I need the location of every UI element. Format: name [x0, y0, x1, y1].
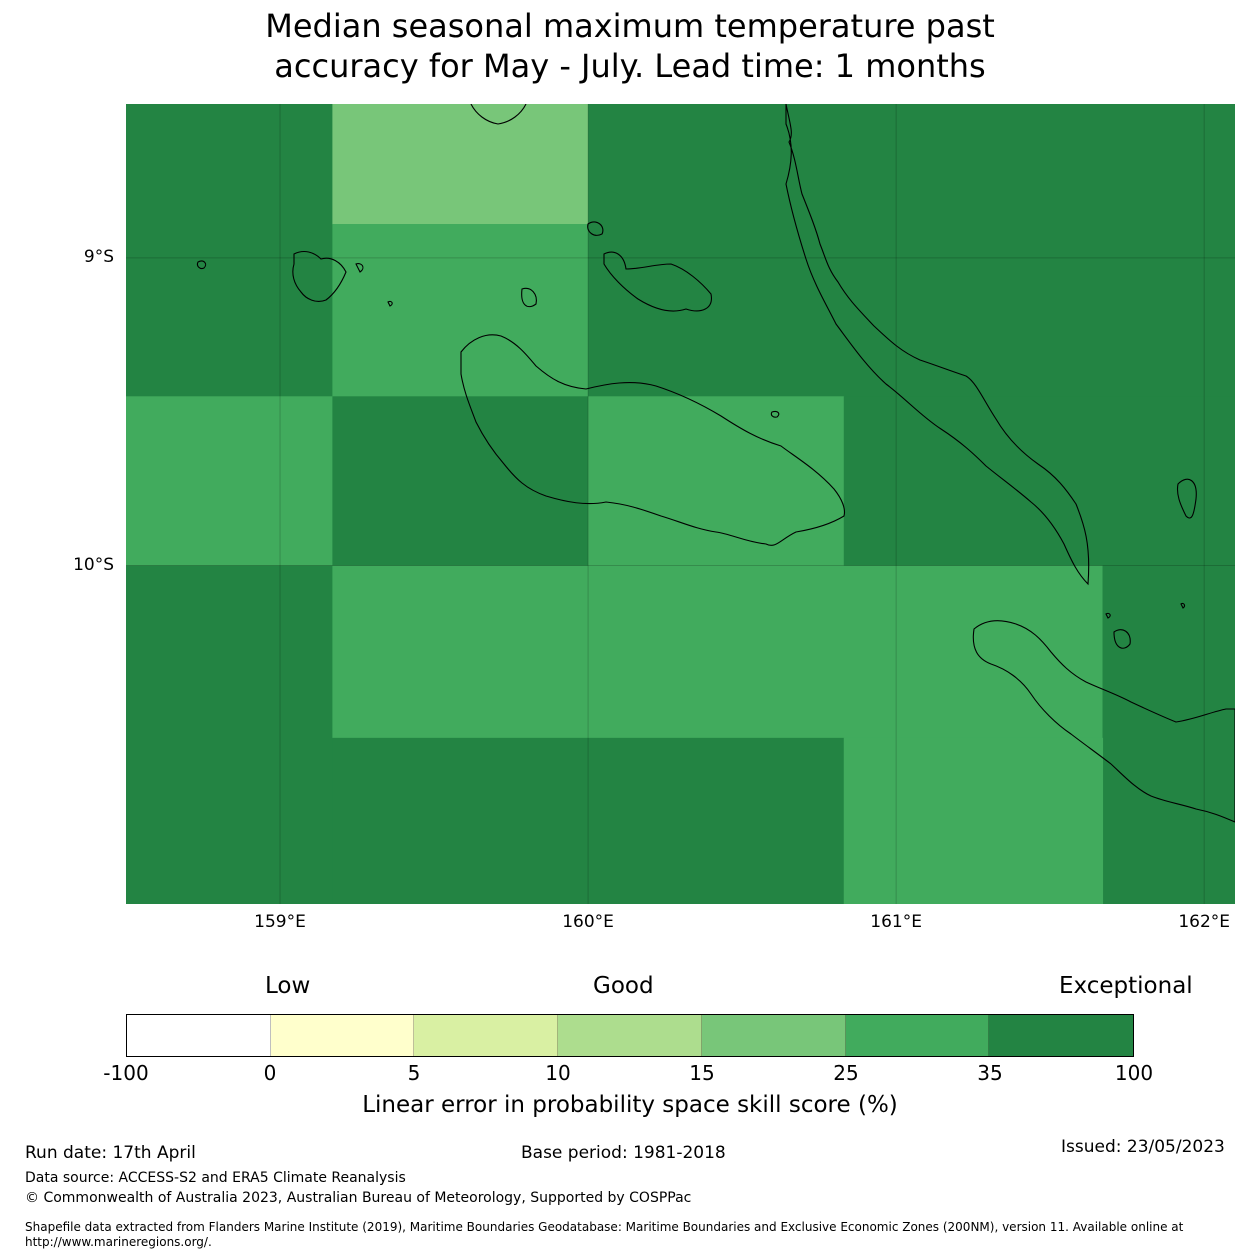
coastline-islet-5: [387, 300, 393, 307]
coastline-islet-6: [470, 104, 527, 125]
data-source: Data source: ACCESS-S2 and ERA5 Climate …: [25, 1170, 406, 1186]
lon-tick-label: 160°E: [562, 912, 614, 932]
lat-tick-label: 10°S: [73, 554, 114, 575]
coastline-islet-10: [1180, 602, 1186, 609]
copyright: © Commonwealth of Australia 2023, Austra…: [25, 1190, 692, 1206]
grid-cell-9: [332, 565, 1104, 739]
coastline-guadalcanal: [460, 334, 846, 546]
coastline-russell-islands: [292, 250, 347, 302]
map-svg[interactable]: [126, 104, 1235, 904]
colorbar-segment-1: [270, 1015, 415, 1056]
title-line-1: Median seasonal maximum temperature past: [265, 7, 995, 45]
coastline-makira: [972, 620, 1235, 823]
grid-cell-12: [843, 737, 1104, 904]
coastline-islet-2: [770, 410, 780, 418]
lon-tick-label: 162°E: [1178, 912, 1231, 932]
coastline-islet-3: [196, 260, 207, 270]
colorbar-tick-label: 5: [407, 1061, 421, 1085]
issued-date: Issued: 23/05/2023: [1061, 1137, 1225, 1157]
grid-cell-3: [588, 104, 1235, 397]
coastline-islet-1: [587, 221, 604, 236]
colorbar: [126, 1014, 1134, 1057]
grid-cell-6: [588, 396, 845, 567]
coastline-savo: [521, 287, 537, 308]
lat-tick-label: 9°S: [83, 246, 114, 267]
grid-cell-11: [332, 737, 845, 904]
coastlines: [196, 104, 1235, 823]
base-period: Base period: 1981-2018: [521, 1143, 726, 1163]
coastline-islet-4: [355, 263, 364, 273]
grid-cell-0: [126, 104, 333, 397]
legend-category-exceptional: Exceptional: [1059, 973, 1193, 999]
map-title: Median seasonal maximum temperature past…: [0, 6, 1260, 86]
shapefile-credit-url[interactable]: http://www.marineregions.org/.: [25, 1235, 212, 1249]
coastline-islet-9: [1105, 612, 1111, 619]
grid-cell-5: [332, 396, 589, 567]
colorbar-tick-label: 25: [833, 1061, 859, 1085]
shapefile-credit: Shapefile data extracted from Flanders M…: [25, 1220, 1235, 1250]
legend-category-good: Good: [593, 973, 654, 999]
lon-tick-label: 159°E: [254, 912, 306, 932]
grid-cell-1: [332, 104, 589, 225]
colorbar-tick-label: 10: [545, 1061, 571, 1085]
colorbar-segment-5: [845, 1015, 990, 1056]
skill-grid-cells: [126, 104, 1235, 904]
grid-cell-4: [126, 396, 333, 567]
colorbar-tick-label: 0: [263, 1061, 277, 1085]
graticule-lines: [126, 104, 1235, 904]
map-panel[interactable]: [126, 104, 1235, 904]
lon-tick-label: 161°E: [870, 912, 922, 932]
colorbar-tick-label: 100: [1114, 1061, 1154, 1085]
legend-category-low: Low: [265, 973, 311, 999]
coastline-islet-8: [1113, 629, 1131, 649]
colorbar-tick-label: -100: [103, 1061, 149, 1085]
colorbar-tick-label: 35: [977, 1061, 1003, 1085]
grid-cell-7: [843, 396, 1235, 567]
colorbar-segment-2: [414, 1015, 559, 1056]
colorbar-tick-label: 15: [689, 1061, 715, 1085]
coastline-nggela-islands: [603, 251, 712, 312]
colorbar-segment-3: [558, 1015, 702, 1056]
colorbar-segment-0: [127, 1015, 271, 1056]
title-line-2: accuracy for May - July. Lead time: 1 mo…: [274, 47, 986, 85]
grid-cell-8: [126, 565, 333, 904]
colorbar-segment-6: [989, 1015, 1133, 1056]
shapefile-credit-line-1: Shapefile data extracted from Flanders M…: [25, 1220, 1184, 1234]
coastline-santa-isabel: [785, 104, 1090, 586]
coastline-islet-7: [1176, 478, 1197, 519]
colorbar-label: Linear error in probability space skill …: [362, 1092, 898, 1118]
run-date: Run date: 17th April: [25, 1143, 196, 1163]
grid-cell-10: [1102, 565, 1235, 904]
colorbar-segment-4: [701, 1015, 846, 1056]
